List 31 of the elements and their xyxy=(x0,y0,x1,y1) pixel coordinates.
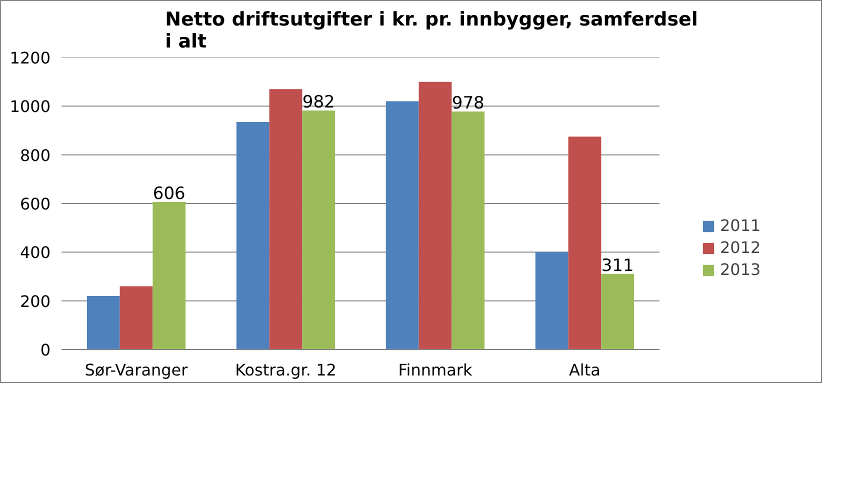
y-tick-label: 800 xyxy=(20,146,51,165)
y-tick-label: 200 xyxy=(20,292,51,311)
legend-label: 2012 xyxy=(720,238,761,257)
data-label: 978 xyxy=(452,94,484,114)
bar xyxy=(236,122,270,350)
y-tick-label: 1000 xyxy=(10,97,50,116)
chart-title: Netto driftsutgifter i kr. pr. innbygger, samferdsel i alt xyxy=(165,8,698,52)
bar xyxy=(386,101,419,350)
bar xyxy=(535,252,568,350)
x-tick-label: Alta xyxy=(569,360,600,380)
bar xyxy=(418,82,452,350)
data-label: 982 xyxy=(302,92,335,113)
data-label: 606 xyxy=(152,184,186,204)
x-tick-label: Sør-Varanger xyxy=(84,360,188,380)
bar xyxy=(86,296,120,350)
legend-label: 2011 xyxy=(720,216,761,235)
bar xyxy=(152,202,186,350)
y-tick-label: 0 xyxy=(40,340,51,360)
bar xyxy=(302,110,336,350)
y-tick-label: 600 xyxy=(20,194,51,214)
data-label: 311 xyxy=(601,256,634,276)
x-tick-label: Kostra.gr. 12 xyxy=(235,360,336,380)
bar xyxy=(568,136,602,350)
bar xyxy=(269,89,302,350)
y-tick-label: 400 xyxy=(20,243,51,262)
bar xyxy=(601,274,634,350)
legend-label: 2013 xyxy=(720,260,761,279)
bar xyxy=(120,286,153,350)
x-tick-label: Finnmark xyxy=(398,360,473,380)
y-tick-label: 1200 xyxy=(10,48,50,68)
bar xyxy=(452,112,485,350)
